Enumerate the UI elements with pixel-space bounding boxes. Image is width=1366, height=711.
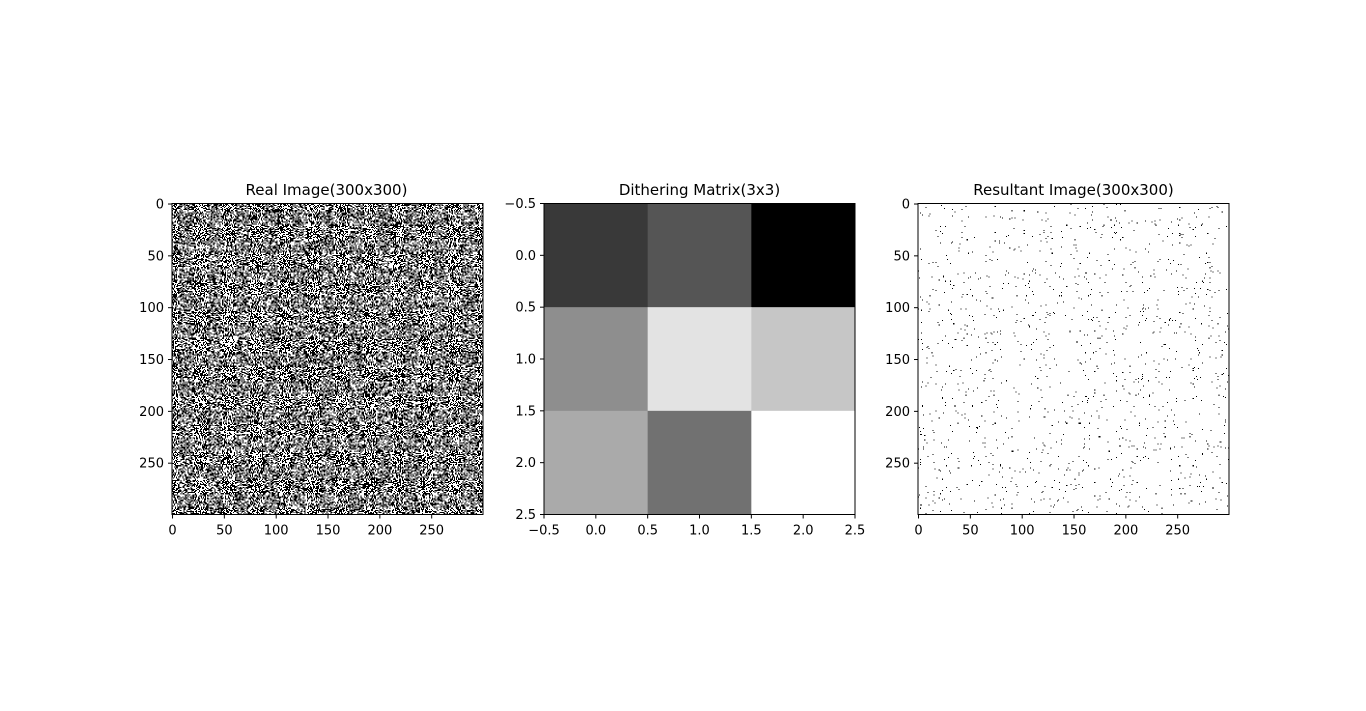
subplot-title: Real Image(300x300) xyxy=(246,181,408,199)
x-tick-label: −0.5 xyxy=(528,524,560,539)
x-tick-label: 2.5 xyxy=(845,524,866,539)
x-tick-label: 0.0 xyxy=(585,524,606,539)
x-tick-label: 50 xyxy=(962,524,979,539)
matrix-cell xyxy=(647,410,752,515)
matrix-cell xyxy=(544,410,649,515)
y-tick-label: 100 xyxy=(139,301,164,316)
subplot-resultant-image: Resultant Image(300x300) 0 50 100 150 200 250… xyxy=(885,181,1230,539)
x-tick-label: 100 xyxy=(264,524,289,539)
y-tick-label: 0.5 xyxy=(515,301,536,316)
y-tick-label: 0 xyxy=(156,198,164,213)
x-tick-label: 2.0 xyxy=(793,524,814,539)
matrix-cell xyxy=(751,410,856,515)
matrix-cell xyxy=(647,307,752,412)
image-area xyxy=(172,203,483,515)
y-tick-label: 100 xyxy=(885,301,910,316)
x-tick-label: 50 xyxy=(216,524,233,539)
axis-ticks: 0 50 100 150 200 250 0 50 100 150 200 250 xyxy=(885,198,1190,539)
y-tick-label: 50 xyxy=(893,249,910,264)
matrix-cell xyxy=(647,203,752,308)
y-tick-label: 250 xyxy=(885,457,910,472)
matrix-cell xyxy=(544,307,649,412)
matrix-cell xyxy=(751,307,856,412)
y-tick-label: 150 xyxy=(139,353,164,368)
x-tick-label: 1.0 xyxy=(689,524,710,539)
y-tick-label: −0.5 xyxy=(504,197,536,212)
matrix-cell xyxy=(751,203,856,308)
y-tick-label: 250 xyxy=(139,457,164,472)
y-tick-label: 0 xyxy=(902,198,910,213)
y-tick-label: 200 xyxy=(885,405,910,420)
axis-ticks: −0.5 0.0 0.5 1.0 1.5 2.0 2.5−0.50.00.51.01.52.… xyxy=(504,197,865,539)
noise-image xyxy=(172,203,483,515)
subplot-real-image: Real Image(300x300) 0 50 100 150 200 250 0 50 10… xyxy=(139,181,484,539)
x-tick-label: 0 xyxy=(914,524,922,539)
axes-frame xyxy=(171,203,484,515)
x-tick-label: 250 xyxy=(419,524,444,539)
x-tick-label: 250 xyxy=(1165,524,1190,539)
x-tick-label: 100 xyxy=(1010,524,1035,539)
x-tick-label: 200 xyxy=(367,524,392,539)
subplot-title: Resultant Image(300x300) xyxy=(973,181,1174,199)
x-tick-label: 200 xyxy=(1113,524,1138,539)
dot-image xyxy=(918,203,1229,515)
y-tick-label: 1.5 xyxy=(515,404,536,419)
x-tick-label: 150 xyxy=(1062,524,1087,539)
y-tick-label: 2.0 xyxy=(515,456,536,471)
axis-ticks: 0 50 100 150 200 250 0 50 100 150 200 250 xyxy=(139,198,444,539)
y-tick-label: 1.0 xyxy=(515,353,536,368)
matrix-cell xyxy=(544,203,649,308)
x-tick-label: 150 xyxy=(316,524,341,539)
axes-frame xyxy=(543,203,856,515)
x-tick-label: 1.5 xyxy=(741,524,762,539)
y-tick-label: 2.5 xyxy=(515,508,536,523)
matrix-cells xyxy=(544,203,856,515)
y-tick-label: 200 xyxy=(139,405,164,420)
x-tick-label: 0.5 xyxy=(637,524,658,539)
subplot-title: Dithering Matrix(3x3) xyxy=(619,181,780,199)
y-tick-label: 150 xyxy=(885,353,910,368)
y-tick-label: 0.0 xyxy=(515,249,536,264)
subplot-dithering-matrix: Dithering Matrix(3x3) −0.5 0.0 0.5 1.0 1.5 2.… xyxy=(504,181,865,539)
axes-frame xyxy=(917,203,1230,515)
x-tick-label: 0 xyxy=(168,524,176,539)
y-tick-label: 50 xyxy=(147,249,164,264)
